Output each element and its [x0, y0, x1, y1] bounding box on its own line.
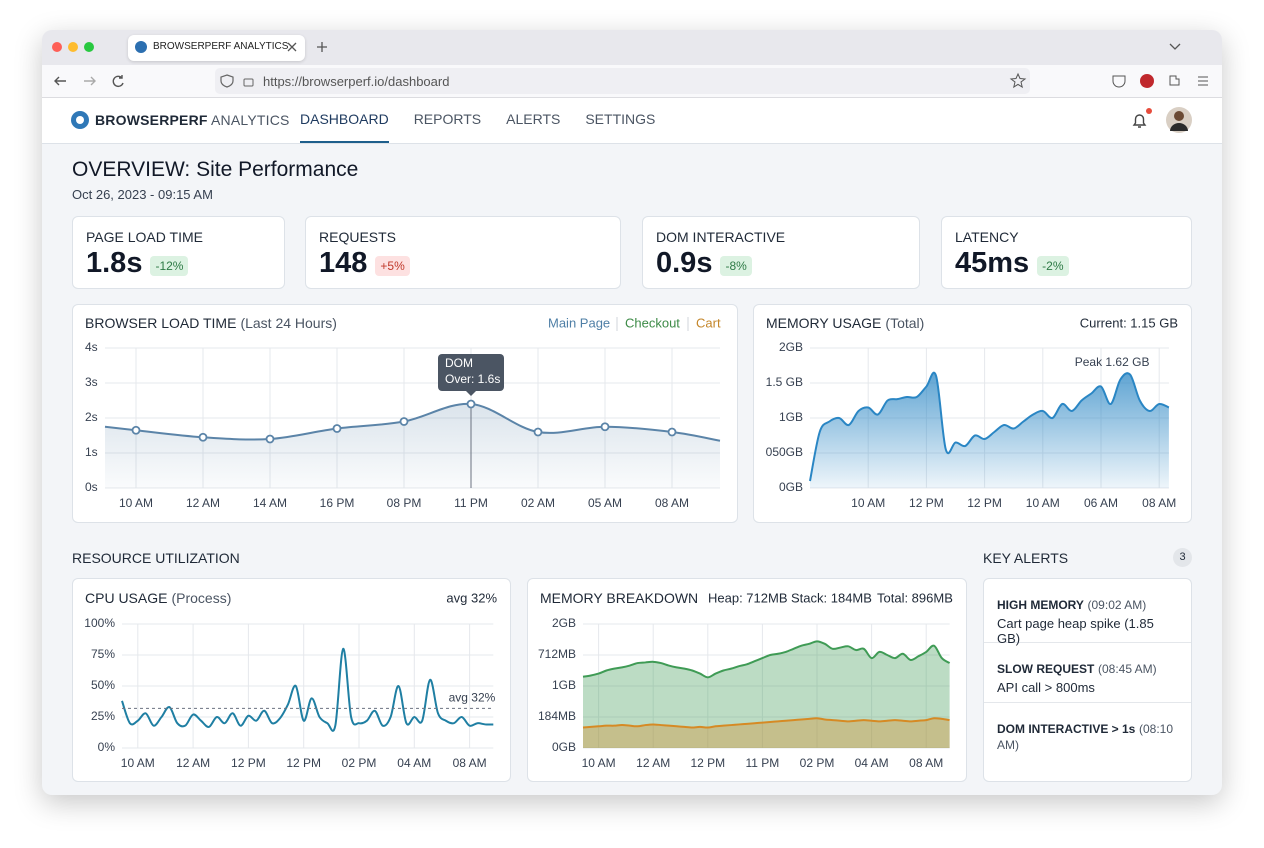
shield [220, 74, 234, 88]
cpu-chart-card [72, 578, 511, 782]
zoom-dot[interactable] [84, 42, 94, 52]
nav-link[interactable]: REPORTS [413, 111, 482, 127]
nav-link[interactable]: SETTINGS [585, 111, 656, 127]
kpi-row: 1.8s -12% [86, 247, 189, 280]
alert-title: SLOW REQUEST [997, 662, 1095, 676]
logo-inner [76, 116, 84, 124]
notifications[interactable] [1132, 114, 1147, 128]
tab-list[interactable] [1169, 43, 1181, 50]
alert-text: API call > 800ms [997, 680, 1095, 695]
page-date: Oct 26, 2023 - 09:15 AM [72, 187, 213, 202]
nav-link[interactable]: ALERTS [506, 111, 561, 127]
memory-chart-card [753, 304, 1192, 523]
brand-suffix: ANALYTICS [210, 112, 290, 128]
extension[interactable] [1140, 74, 1154, 88]
forward[interactable] [84, 76, 96, 86]
kpi-change: -8% [720, 255, 752, 276]
bookmark[interactable] [1009, 72, 1027, 89]
alert-head: SLOW REQUEST (08:45 AM) [997, 661, 1178, 677]
kpi-card: REQUESTS 148 +5% [305, 216, 621, 289]
alerts-card: HIGH MEMORY (09:02 AM) Cart page heap spi… [983, 578, 1192, 782]
kpi-row: 45ms -2% [955, 247, 1069, 280]
kpi-label: DOM INTERACTIVE [656, 229, 786, 245]
kpi-card: PAGE LOAD TIME 1.8s -12% [72, 216, 285, 289]
nav-links: DASHBOARD REPORTS ALERTS SETTINGS [300, 97, 655, 143]
tab-close[interactable] [287, 42, 297, 52]
pocket[interactable] [1112, 75, 1126, 88]
kpi-row: 0.9s -8% [656, 247, 752, 280]
alert-item: HIGH MEMORY (09:02 AM) Cart page heap spi… [984, 579, 1191, 646]
app-nav-bar [42, 98, 1222, 144]
page-title: OVERVIEW: Site Performance [72, 158, 359, 181]
alerts-title: KEY ALERTS [983, 550, 1069, 566]
notification-dot [1146, 108, 1152, 114]
alert-head: HIGH MEMORY (09:02 AM) [997, 597, 1178, 613]
alerts-count: 3 [1173, 548, 1192, 567]
tab-icon [135, 41, 147, 53]
alert-item: SLOW REQUEST (08:45 AM) API call > 800ms [984, 643, 1191, 703]
tab-title: BROWSERPERF ANALYTICS [153, 41, 289, 52]
kpi-label: LATENCY [955, 229, 1019, 245]
menu[interactable] [1198, 76, 1208, 86]
kpi-value: 45ms [955, 247, 1030, 279]
brand-name: BROWSERPERF [95, 112, 208, 128]
back[interactable] [54, 76, 66, 86]
avatar-head [1174, 111, 1184, 121]
alert-title: DOM INTERACTIVE > 1s [997, 722, 1136, 736]
extensions[interactable] [1169, 75, 1180, 86]
url: https://browserperf.io/dashboard [263, 74, 450, 89]
kpi-change: +5% [375, 255, 410, 276]
kpi-value: 1.8s [86, 247, 143, 279]
kpi-change: -12% [150, 255, 189, 276]
breakdown-chart-card [527, 578, 967, 782]
close-dot[interactable] [52, 42, 62, 52]
section-title: RESOURCE UTILIZATION [72, 550, 240, 566]
alert-item: DOM INTERACTIVE > 1s (08:10 AM) [984, 703, 1191, 781]
nav-link[interactable]: DASHBOARD [300, 97, 389, 143]
alert-head: DOM INTERACTIVE > 1s (08:10 AM) [997, 721, 1178, 753]
brand[interactable]: BROWSERPERF ANALYTICS [95, 112, 290, 128]
minimize-dot[interactable] [68, 42, 78, 52]
alert-text: Cart page heap spike (1.85 GB) [997, 616, 1154, 646]
address-bar[interactable] [215, 68, 1030, 94]
new-tab[interactable] [317, 42, 327, 52]
kpi-card: LATENCY 45ms -2% [941, 216, 1192, 289]
browser-tab[interactable] [128, 35, 305, 61]
kpi-value: 148 [319, 247, 368, 279]
kpi-card: DOM INTERACTIVE 0.9s -8% [642, 216, 920, 289]
kpi-label: REQUESTS [319, 229, 397, 245]
alert-time: (08:10 AM) [997, 722, 1174, 752]
alert-title: HIGH MEMORY [997, 598, 1084, 612]
alert-time: (09:02 AM) [1087, 598, 1147, 612]
kpi-row: 148 +5% [319, 247, 410, 280]
kpi-change: -2% [1037, 255, 1069, 276]
kpi-value: 0.9s [656, 247, 713, 279]
reload[interactable] [112, 75, 124, 88]
lock [243, 78, 254, 87]
avatar-body [1170, 123, 1188, 131]
kpi-label: PAGE LOAD TIME [86, 229, 203, 245]
load-chart-card [72, 304, 738, 523]
alert-time: (08:45 AM) [1097, 662, 1157, 676]
